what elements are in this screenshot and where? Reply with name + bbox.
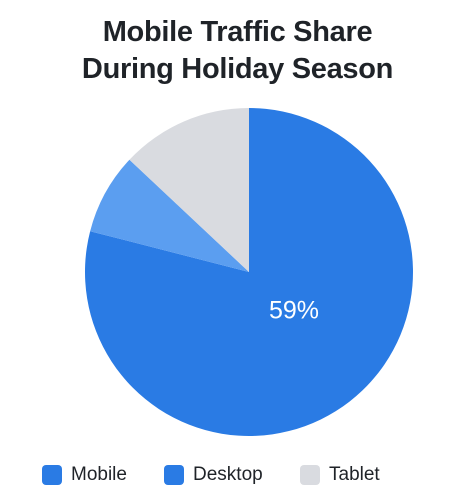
legend-item-tablet: Tablet [300,461,380,489]
chart-title: Mobile Traffic Share During Holiday Seas… [0,14,475,88]
legend-label-desktop: Desktop [193,464,263,485]
legend-swatch-mobile [42,465,62,485]
chart-legend: Mobile Desktop Tablet [0,461,475,489]
pie-slices [84,107,413,436]
legend-label-mobile: Mobile [71,464,127,485]
legend-item-mobile: Mobile [42,461,127,489]
pie-data-labels: 59% [269,297,319,325]
chart-title-line-2: During Holiday Season [81,53,394,85]
pie-slice-desktop [90,159,250,272]
pie-data-label-mobile: 59% [269,297,319,325]
legend-swatch-tablet [300,465,320,485]
chart-title-line-1: Mobile Traffic Share [102,16,373,48]
legend-item-desktop: Desktop [164,461,263,489]
legend-swatch-desktop [164,465,184,485]
legend-label-tablet: Tablet [329,464,380,485]
pie-slice-mobile [84,108,413,436]
pie-slice-tablet [129,107,249,272]
